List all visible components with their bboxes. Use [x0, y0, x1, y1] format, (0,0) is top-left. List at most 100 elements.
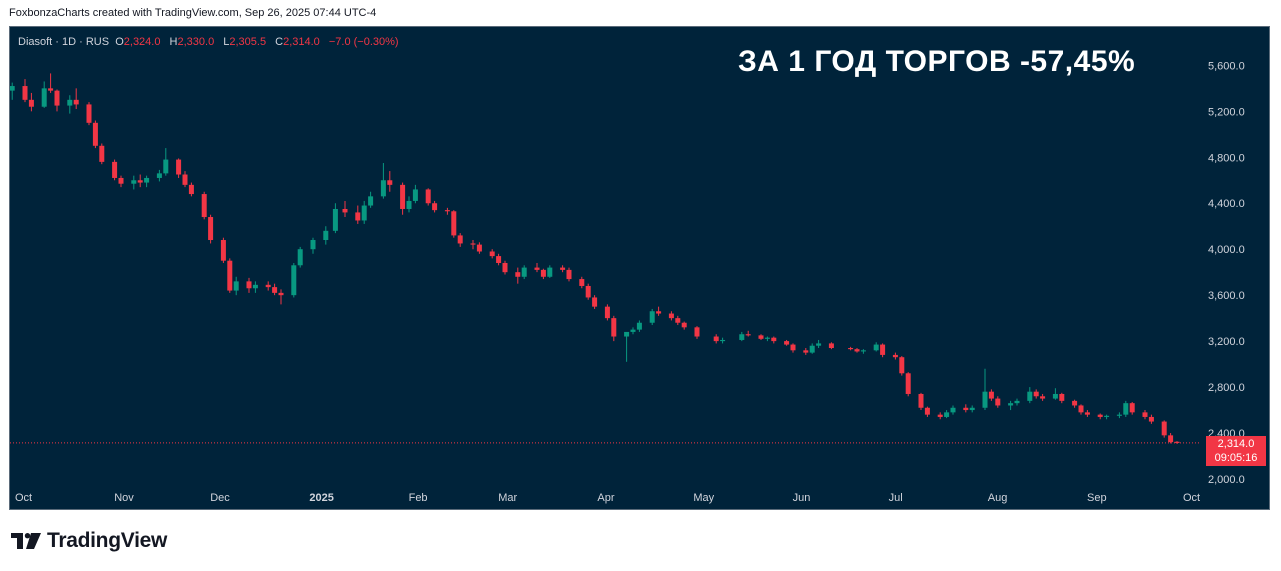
candle: [1033, 389, 1039, 399]
price-axis[interactable]: 5,600.0 5,200.0 4,800.0 4,400.0 4,000.0 3,600…: [1208, 60, 1245, 486]
candle: [400, 182, 406, 215]
candle: [412, 184, 418, 204]
x-tick-label: Sep: [1087, 492, 1107, 504]
candle: [1072, 399, 1078, 408]
y-tick-label: 3,600.0: [1208, 290, 1245, 302]
candle: [630, 327, 636, 335]
candle: [713, 334, 719, 344]
candle: [489, 249, 495, 259]
candle: [566, 267, 572, 282]
candle: [656, 306, 662, 316]
candle: [521, 265, 527, 280]
y-tick-label: 4,000.0: [1208, 244, 1245, 256]
candle: [880, 343, 886, 358]
candle: [816, 339, 822, 349]
candle: [905, 372, 911, 397]
y-tick-label: 5,600.0: [1208, 60, 1245, 72]
candle: [848, 346, 854, 351]
last-price-tag: 2,314.0 09:05:16: [1206, 435, 1266, 466]
candle: [451, 210, 457, 238]
candle: [387, 171, 393, 192]
x-tick-label: May: [693, 492, 714, 504]
candle: [771, 336, 777, 344]
candle: [790, 343, 796, 353]
candle: [496, 253, 502, 266]
candle: [1148, 414, 1154, 424]
candle: [668, 311, 674, 321]
candle: [694, 326, 700, 339]
candle: [828, 342, 834, 350]
candle: [784, 339, 790, 346]
symbol-legend: Diasoft · 1D · RUS O2,324.0 H2,330.0 L2,…: [18, 36, 405, 48]
candle: [73, 88, 79, 110]
candle: [745, 330, 751, 337]
candle: [681, 321, 687, 330]
candle: [560, 265, 566, 273]
candle: [368, 191, 374, 208]
candle: [246, 277, 252, 293]
candle: [470, 240, 476, 250]
candle: [1161, 420, 1167, 438]
candle: [278, 289, 284, 305]
close-value: 2,314.0: [283, 36, 320, 48]
candle: [297, 246, 303, 268]
candle: [380, 163, 386, 199]
candle: [22, 79, 28, 103]
candle: [988, 389, 994, 401]
candle: [547, 265, 553, 278]
candle: [252, 281, 258, 293]
candle: [342, 200, 348, 218]
candle: [208, 214, 214, 244]
candle: [54, 89, 60, 112]
candle: [457, 233, 463, 247]
candle: [156, 169, 162, 182]
candle: [41, 81, 47, 108]
symbol-label: Diasoft · 1D · RUS: [18, 36, 110, 48]
x-tick-label: Apr: [597, 492, 614, 504]
candle: [982, 368, 988, 411]
candle: [611, 315, 617, 342]
time-axis[interactable]: Oct Nov Dec 2025 Feb Mar Apr May Jun Jul Aug Sep Oct: [15, 492, 1200, 504]
candle: [963, 404, 969, 413]
candle: [540, 268, 546, 280]
candle: [944, 410, 950, 419]
candle: [675, 315, 681, 326]
headline-annotation: ЗА 1 ГОД ТОРГОВ -57,45%: [738, 45, 1136, 78]
candle: [176, 158, 182, 178]
candle: [950, 405, 956, 415]
candle: [1052, 388, 1058, 400]
close-label: C: [275, 36, 284, 48]
y-tick-label: 4,400.0: [1208, 198, 1245, 210]
candle: [515, 267, 521, 284]
y-tick-label: 3,200.0: [1208, 336, 1245, 348]
x-tick-label: Oct: [1183, 492, 1200, 504]
candle: [1040, 393, 1046, 401]
candle: [92, 120, 98, 149]
candle: [585, 283, 591, 300]
candle: [425, 188, 431, 206]
open-label: O: [115, 36, 124, 48]
chart-credit: FoxbonzaCharts created with TradingView.…: [9, 7, 377, 19]
y-tick-label: 5,200.0: [1208, 106, 1245, 118]
x-tick-label: Dec: [210, 492, 230, 504]
candle: [1097, 413, 1103, 420]
candle: [137, 174, 143, 188]
candle: [1104, 414, 1110, 420]
candle: [48, 73, 54, 93]
chart-panel[interactable]: 5,600.0 5,200.0 4,800.0 4,400.0 4,000.0 3,600…: [9, 26, 1270, 510]
candle: [1084, 410, 1090, 417]
candle: [1078, 404, 1084, 415]
candle: [272, 283, 278, 296]
candle: [873, 342, 879, 352]
price-chart[interactable]: 5,600.0 5,200.0 4,800.0 4,400.0 4,000.0 3,600…: [10, 27, 1270, 510]
candle: [1142, 410, 1148, 420]
x-tick-label: Nov: [114, 492, 134, 504]
candle: [854, 348, 860, 353]
tradingview-logo[interactable]: TradingView: [11, 529, 167, 553]
candle: [444, 207, 450, 215]
candle: [86, 102, 92, 126]
candle: [323, 226, 329, 245]
candle: [892, 352, 898, 360]
candle: [220, 237, 226, 263]
candle: [809, 343, 815, 354]
